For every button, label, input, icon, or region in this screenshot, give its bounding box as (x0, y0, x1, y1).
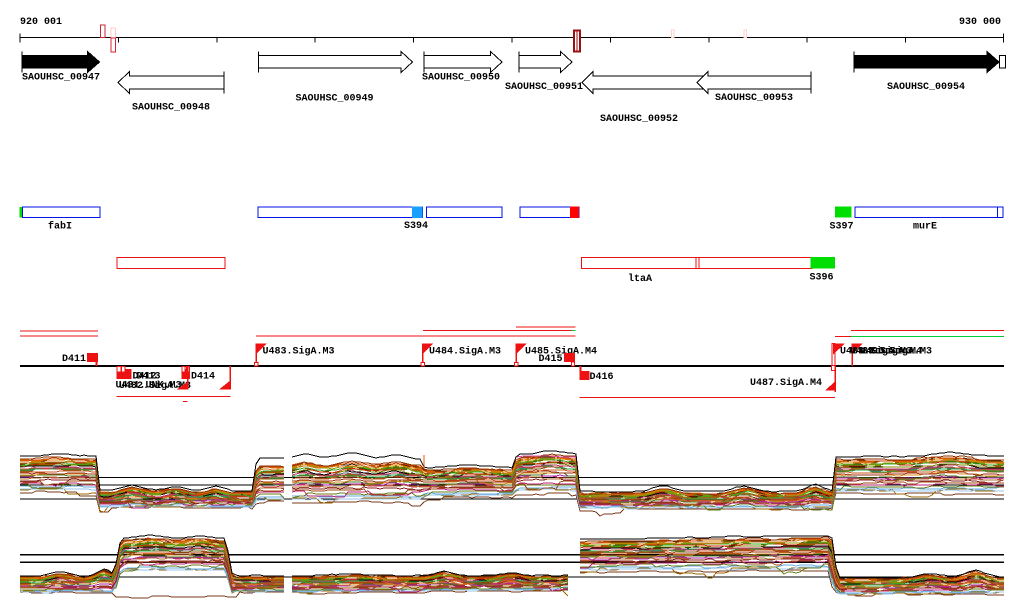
svg-text:D414: D414 (191, 372, 215, 383)
svg-text:D412: D412 (133, 372, 157, 383)
svg-text:murE: murE (913, 222, 937, 233)
svg-text:SAOUHSC_00952: SAOUHSC_00952 (600, 114, 678, 125)
svg-text:U488.SigA.M3: U488.SigA.M3 (840, 346, 912, 358)
svg-text:U484.SigA.M3: U484.SigA.M3 (429, 346, 501, 358)
svg-text:D413: D413 (137, 372, 161, 383)
svg-text:S394: S394 (404, 221, 428, 232)
svg-text:SAOUHSC_00947: SAOUHSC_00947 (22, 73, 100, 84)
svg-text:SAOUHSC_00954: SAOUHSC_00954 (887, 82, 965, 93)
svg-text:U490.SigA.M3: U490.SigA.M3 (860, 346, 932, 358)
svg-text:S397: S397 (830, 222, 854, 233)
svg-text:ltaA: ltaA (628, 273, 652, 285)
svg-text:U482.SigA.M3: U482.SigA.M3 (119, 380, 191, 392)
svg-text:D415: D415 (539, 354, 563, 365)
svg-text:930 000: 930 000 (959, 17, 1001, 28)
svg-text:SAOUHSC_00949: SAOUHSC_00949 (296, 94, 374, 105)
svg-text:SAOUHSC_00950: SAOUHSC_00950 (422, 73, 500, 84)
svg-text:SAOUHSC_00948: SAOUHSC_00948 (132, 103, 210, 114)
svg-text:U481.UNK.M3: U481.UNK.M3 (116, 381, 182, 392)
svg-text:920 001: 920 001 (20, 17, 62, 28)
svg-text:U489.SigA.M4: U489.SigA.M4 (850, 346, 922, 358)
svg-text:U483.SigA.M3: U483.SigA.M3 (263, 346, 335, 358)
svg-text:SAOUHSC_00953: SAOUHSC_00953 (715, 93, 793, 104)
svg-text:S396: S396 (810, 273, 834, 284)
svg-text:U485.SigA.M4: U485.SigA.M4 (525, 346, 597, 358)
svg-text:D411: D411 (62, 354, 86, 365)
svg-text:fabI: fabI (48, 221, 72, 233)
svg-text:D416: D416 (590, 372, 614, 383)
svg-text:SAOUHSC_00951: SAOUHSC_00951 (505, 82, 583, 93)
svg-text:U487.SigA.M4: U487.SigA.M4 (750, 377, 822, 389)
